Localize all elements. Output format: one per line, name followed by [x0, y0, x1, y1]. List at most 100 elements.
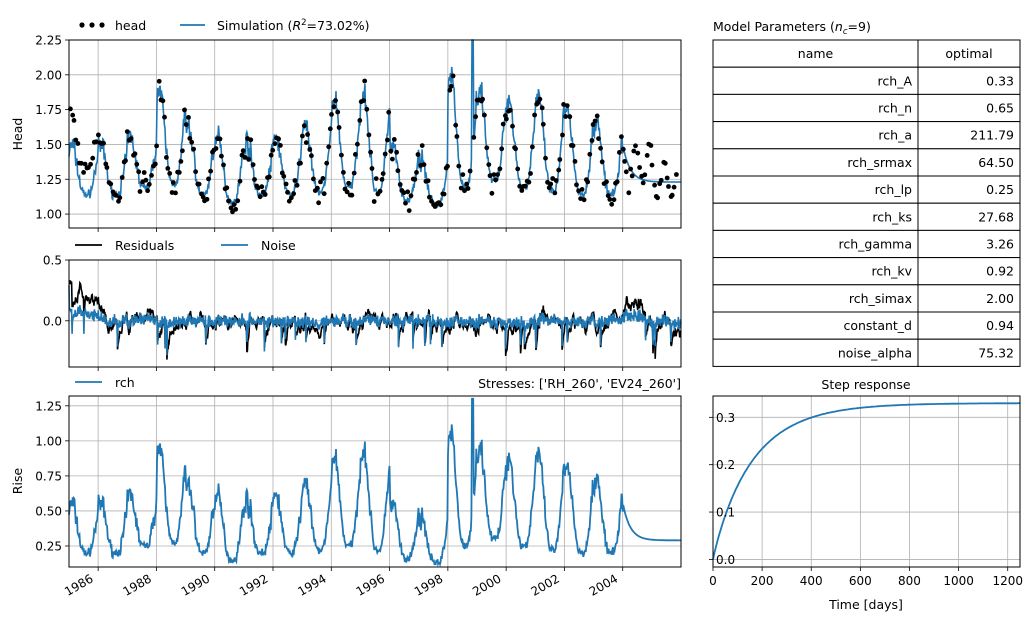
head-point: [385, 137, 390, 143]
table-param-value: 0.92: [986, 264, 1014, 279]
head-point: [540, 121, 546, 127]
head-point: [561, 102, 566, 107]
table-cell: [917, 93, 1021, 123]
head-y-label: Head: [10, 118, 25, 151]
head-point: [414, 170, 419, 175]
head-point: [441, 191, 447, 197]
head-point: [82, 161, 88, 167]
head-point: [458, 185, 464, 191]
residual-legend: Residuals Noise: [75, 238, 296, 253]
head-point: [592, 118, 598, 124]
parameter-table-body: name optimal rch_A 0.33 rch_n 0.65 rch_a 211.79…: [712, 39, 1021, 367]
head-point: [329, 112, 334, 117]
head-point: [487, 173, 493, 179]
head-point: [191, 146, 197, 152]
head-point: [309, 153, 314, 159]
head-point: [504, 116, 509, 122]
head-point: [164, 155, 169, 160]
y-tick-label: 0.50: [35, 504, 62, 518]
table-param-value: 64.50: [978, 155, 1014, 170]
x-tick-label: 2000: [470, 571, 503, 598]
head-point: [415, 152, 421, 157]
head-point: [379, 177, 385, 182]
x-tick-label: 1986: [62, 571, 95, 598]
head-point: [526, 179, 532, 185]
head-point: [366, 132, 372, 138]
table-param-name: rch_srmax: [847, 155, 912, 170]
head-point: [187, 136, 193, 141]
head-point: [228, 205, 234, 211]
head-point: [318, 179, 323, 185]
head-point: [186, 115, 191, 120]
head-point: [652, 182, 657, 188]
head-point: [380, 171, 386, 177]
head-point: [403, 200, 408, 206]
head-point: [362, 78, 368, 84]
head-point: [176, 170, 182, 175]
head-point: [482, 112, 487, 118]
head-point: [132, 151, 138, 157]
head-point: [291, 191, 296, 197]
head-point: [394, 149, 399, 155]
y-tick-label: 0.25: [35, 539, 62, 553]
y-tick-label: 0.2: [716, 458, 735, 472]
head-point: [116, 198, 121, 204]
head-point: [117, 195, 123, 201]
head-point: [497, 166, 503, 172]
head-point: [143, 177, 149, 183]
x-tick-label: 0: [709, 574, 717, 588]
head-point: [104, 165, 110, 170]
table-param-name: rch_kv: [871, 264, 912, 279]
head-point: [560, 132, 565, 138]
table-param-name: noise_alpha: [838, 345, 912, 360]
head-point: [510, 123, 515, 129]
head-point: [390, 156, 395, 162]
head-point: [589, 138, 595, 143]
head-point: [88, 161, 93, 167]
x-tick-label: 400: [800, 574, 823, 588]
head-point: [204, 196, 210, 202]
head-point: [96, 132, 101, 138]
head-point: [674, 172, 679, 177]
head-y-ticks: 1.00 1.25 1.50 1.75 2.00 2.25: [35, 34, 69, 222]
table-cell: [917, 66, 1021, 95]
noise-line: [68, 285, 682, 356]
y-tick-label: 2.00: [35, 68, 62, 82]
y-tick-label: 0.5: [43, 254, 62, 268]
y-tick-label: 0.0: [43, 314, 62, 328]
head-point: [305, 132, 310, 137]
head-point: [189, 139, 195, 145]
x-tick-label: 1992: [237, 571, 270, 598]
head-point: [460, 172, 466, 178]
table-param-value: 2.00: [986, 291, 1014, 306]
residual-grid: [69, 259, 681, 367]
head-point: [300, 133, 305, 139]
x-tick-label: 200: [751, 574, 774, 588]
x-tick-label: 1000: [943, 574, 974, 588]
head-point: [619, 134, 624, 140]
table-cell: [917, 229, 1021, 259]
legend-head-marker: [79, 22, 105, 28]
head-point: [658, 177, 664, 183]
table-param-value: 75.32: [978, 345, 1014, 360]
head-point: [637, 165, 642, 170]
head-point: [193, 169, 199, 175]
head-point: [563, 114, 568, 119]
head-point: [162, 114, 167, 120]
head-point: [226, 198, 231, 204]
head-point: [272, 141, 278, 147]
step-title: Step response: [821, 377, 911, 392]
head-point: [631, 148, 637, 154]
step-x-label: Time [days]: [828, 597, 903, 612]
y-tick-label: 0.0: [716, 553, 735, 567]
residual-x-ticks: [97, 367, 624, 371]
head-point: [406, 208, 412, 214]
head-point: [285, 189, 290, 195]
head-point: [137, 189, 143, 194]
table-cell: [917, 311, 1021, 340]
head-point: [160, 98, 166, 104]
rise-x-ticks: 1986 1988 1990 1992 1994 1996 1998 2000 2002 2004: [62, 567, 624, 599]
head-point: [368, 149, 373, 155]
head-point: [500, 121, 506, 127]
head-point: [182, 107, 187, 113]
